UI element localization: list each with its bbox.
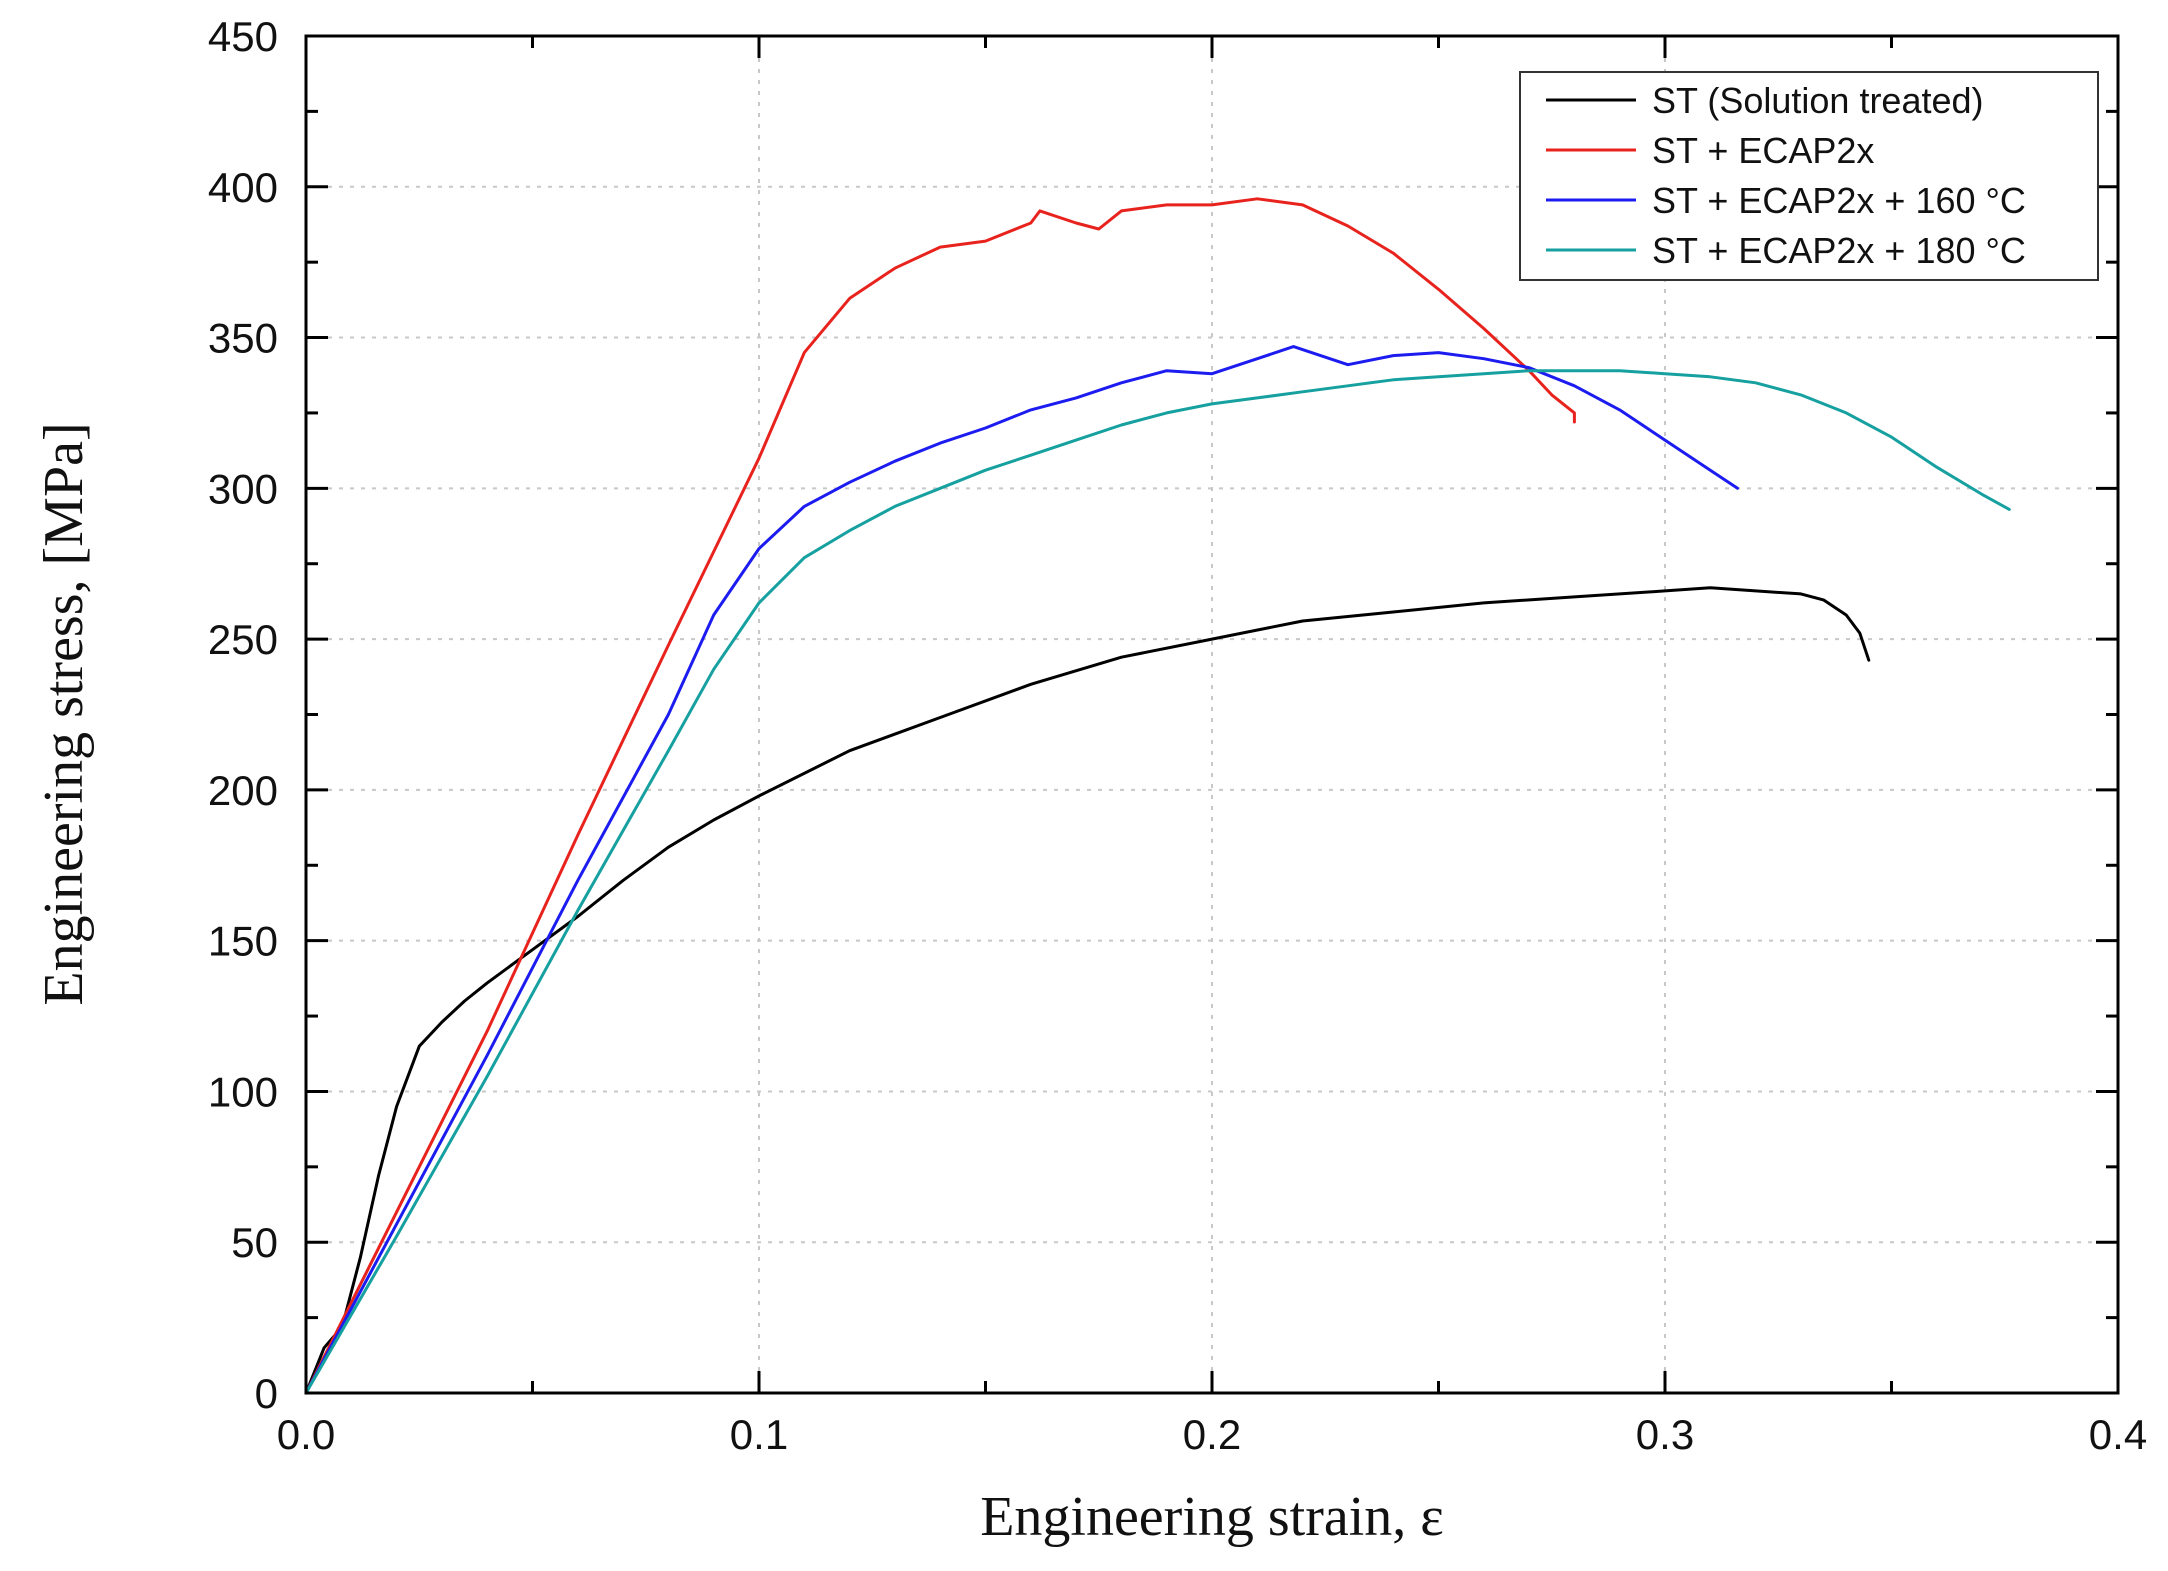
x-tick-labels: 0.0 0.1 0.2 0.3 0.4 [277, 1411, 2147, 1458]
legend: ST (Solution treated) ST + ECAP2x ST + ECA… [1519, 71, 2099, 281]
y-tick-label: 400 [208, 164, 278, 211]
x-tick-label: 0.1 [730, 1411, 788, 1458]
series-lines [304, 197, 2011, 1395]
x-tick-label: 0.2 [1183, 1411, 1241, 1458]
legend-label-4: ST + ECAP2x + 180 °C [1652, 230, 2026, 271]
y-tick-label: 50 [231, 1219, 278, 1266]
y-tick-label: 0 [255, 1370, 278, 1417]
axis-ticks [304, 34, 2120, 1395]
y-tick-label: 100 [208, 1068, 278, 1115]
series-line-1 [304, 586, 1871, 1395]
y-tick-label: 150 [208, 918, 278, 965]
legend-label-3: ST + ECAP2x + 160 °C [1652, 180, 2026, 221]
series-line-3 [304, 345, 1739, 1395]
y-tick-label: 450 [208, 13, 278, 60]
x-axis-title: Engineering strain, ε [980, 1486, 1444, 1548]
x-tick-label: 0.4 [2089, 1411, 2147, 1458]
legend-label-2: ST + ECAP2x [1652, 130, 1874, 171]
y-axis-title: Engineering stress, [MPa] [33, 422, 95, 1005]
y-tick-label: 350 [208, 315, 278, 362]
x-tick-label: 0.3 [1636, 1411, 1694, 1458]
y-tick-label: 200 [208, 767, 278, 814]
legend-box [1519, 71, 2099, 281]
series-line-2 [304, 197, 1576, 1395]
legend-label-1: ST (Solution treated) [1652, 80, 1984, 121]
y-tick-label: 250 [208, 616, 278, 663]
y-tick-label: 300 [208, 465, 278, 512]
x-tick-label: 0.0 [277, 1411, 335, 1458]
series-line-4 [304, 369, 2011, 1395]
y-tick-labels: 0 50 100 150 200 250 300 350 400 450 [208, 13, 278, 1417]
